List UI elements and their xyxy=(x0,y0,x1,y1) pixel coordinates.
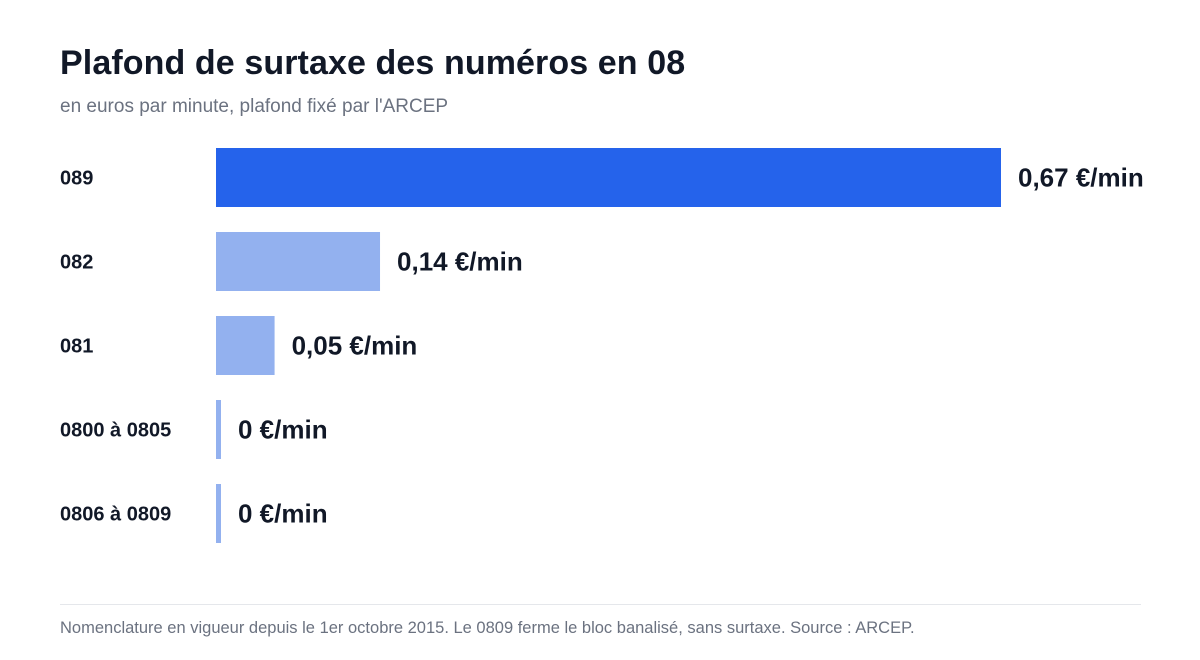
footnote: Nomenclature en vigueur depuis le 1er oc… xyxy=(60,619,915,637)
value-label: 0,14 €/min xyxy=(397,247,523,277)
bar-row: 082 0,14 €/min xyxy=(60,232,523,291)
chart-subtitle: en euros par minute, plafond fixé par l'… xyxy=(60,96,449,117)
bar xyxy=(216,148,1001,207)
bar xyxy=(216,484,221,543)
bar xyxy=(216,316,275,375)
bar-row: 089 0,67 €/min xyxy=(60,148,1144,207)
value-label: 0 €/min xyxy=(238,499,328,529)
bar xyxy=(216,232,381,291)
category-label: 082 xyxy=(60,252,93,274)
bar-row: 0806 à 0809 0 €/min xyxy=(60,484,328,543)
bar-row: 081 0,05 €/min xyxy=(60,316,417,375)
footer-divider xyxy=(60,604,1141,605)
category-label: 089 xyxy=(60,168,93,190)
category-label: 081 xyxy=(60,336,93,358)
bar-row: 0800 à 0805 0 €/min xyxy=(60,400,328,459)
value-label: 0 €/min xyxy=(238,415,328,445)
category-label: 0800 à 0805 xyxy=(60,420,171,442)
category-label: 0806 à 0809 xyxy=(60,504,171,526)
chart-title: Plafond de surtaxe des numéros en 08 xyxy=(60,44,686,82)
value-label: 0,05 €/min xyxy=(292,331,418,361)
bar xyxy=(216,400,221,459)
value-label: 0,67 €/min xyxy=(1018,163,1144,193)
